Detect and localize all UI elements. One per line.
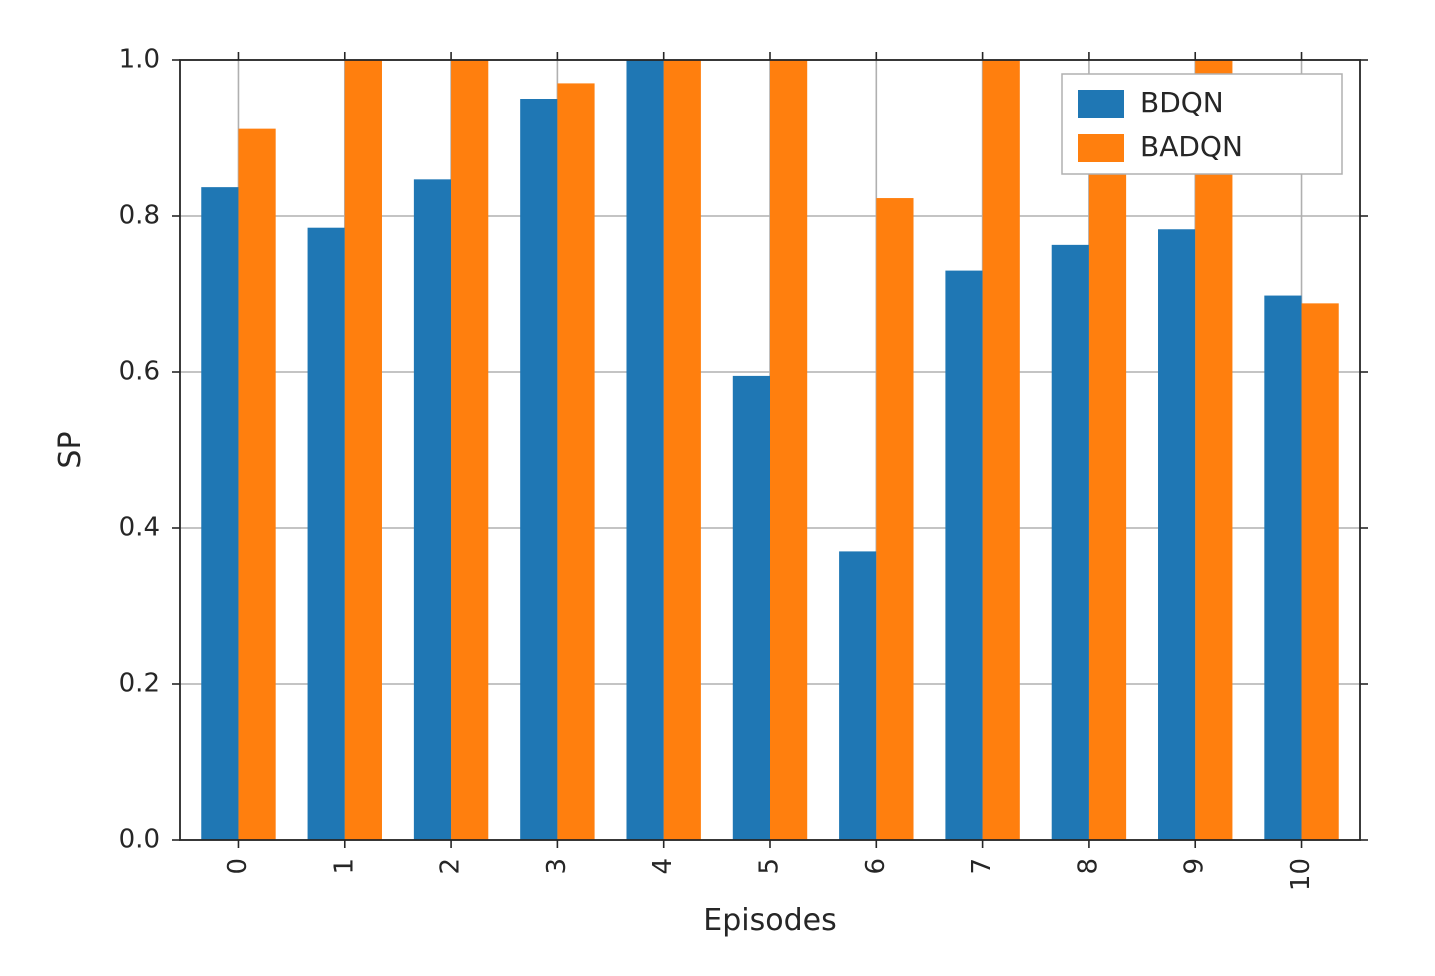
y-tick-label: 0.8 [119,201,160,231]
y-tick-label: 1.0 [119,45,160,75]
bar-badqn [770,60,807,840]
bar-bdqn [1158,229,1195,840]
x-axis-label: Episodes [703,903,836,938]
x-tick-label: 3 [542,858,572,875]
bar-bdqn [1264,296,1301,840]
bar-bdqn [626,60,663,840]
x-tick-label: 7 [967,858,997,875]
bar-bdqn [414,179,451,840]
bar-badqn [664,60,701,840]
bar-bdqn [839,551,876,840]
bar-badqn [983,60,1020,840]
legend-swatch [1078,134,1124,162]
legend-label: BDQN [1140,86,1224,119]
y-axis-label: SP [53,431,88,468]
bar-badqn [1195,60,1232,840]
bar-bdqn [1052,245,1089,840]
bar-bdqn [201,187,238,840]
bar-bdqn [520,99,557,840]
x-tick-label: 4 [648,858,678,875]
bar-badqn [1302,303,1339,840]
x-tick-label: 1 [329,858,359,875]
bar-chart: 0.0 0.2 0.4 0.6 0.8 1.0 0 1 2 3 4 5 6 7 8 9 10 Episodes SP… [0,0,1435,976]
bar-badqn [451,60,488,840]
x-tick-label: 9 [1180,858,1210,875]
legend-swatch [1078,90,1124,118]
bar-bdqn [945,271,982,840]
bar-badqn [345,60,382,840]
x-tick-label: 6 [861,858,891,875]
bar-badqn [876,198,913,840]
x-tick-label: 2 [436,858,466,875]
x-tick-label: 8 [1073,858,1103,875]
bar-badqn [238,129,275,840]
legend-label: BADQN [1140,130,1243,163]
y-tick-label: 0.4 [119,513,160,543]
chart-container: 0.0 0.2 0.4 0.6 0.8 1.0 0 1 2 3 4 5 6 7 8 9 10 Episodes SP… [0,0,1435,976]
x-tick-label: 0 [223,858,253,875]
bar-bdqn [733,376,770,840]
y-tick-label: 0.2 [119,669,160,699]
y-tick-label: 0.6 [119,357,160,387]
bar-badqn [1089,129,1126,840]
bar-bdqn [308,228,345,840]
bar-badqn [557,83,594,840]
x-tick-label: 5 [755,858,785,875]
y-tick-label: 0.0 [119,825,160,855]
x-tick-label: 10 [1286,858,1316,891]
legend: BDQN BADQN [1062,74,1342,174]
